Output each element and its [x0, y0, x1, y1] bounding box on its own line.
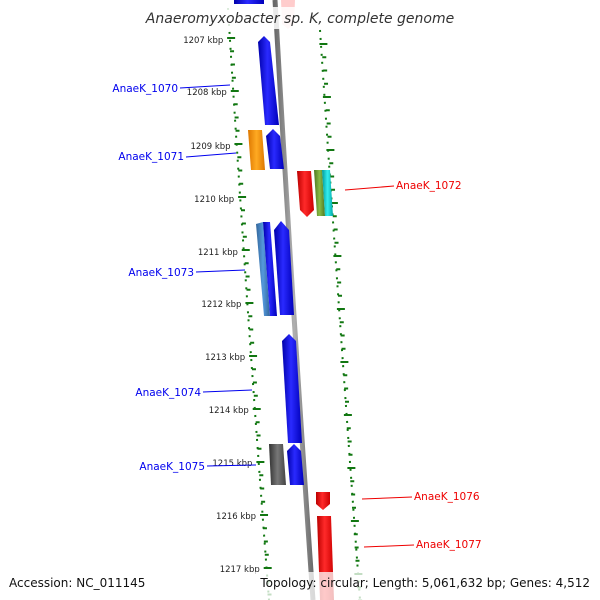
- tick-label: 1210 kbp: [194, 195, 234, 205]
- tick-label: 1214 kbp: [209, 406, 249, 416]
- gene-feature-anaek-1073-a[interactable]: [263, 222, 277, 316]
- tick-label: 1207 kbp: [183, 36, 223, 46]
- tick-label: 1213 kbp: [205, 353, 245, 363]
- gene-label-anaek-1070[interactable]: AnaeK_1070: [112, 83, 178, 95]
- gene-feature-anaek-1072-cyan[interactable]: [322, 170, 333, 216]
- gene-feature-anaek-1073-b[interactable]: [274, 221, 294, 315]
- tick-label: 1215 kbp: [212, 459, 252, 469]
- gene-feature-anaek-1071-orange[interactable]: [248, 130, 265, 170]
- tick-label: 1217 kbp: [220, 565, 260, 575]
- gene-label-leader: [195, 269, 246, 273]
- footer-backdrop: [0, 572, 600, 600]
- gene-label-leader: [363, 544, 415, 548]
- gene-feature-anaek-1075[interactable]: [287, 444, 304, 485]
- gene-label-anaek-1072[interactable]: AnaeK_1072: [396, 180, 462, 192]
- gene-label-anaek-1074[interactable]: AnaeK_1074: [135, 387, 201, 399]
- gene-feature-anaek-1074[interactable]: [282, 334, 302, 443]
- tick-labels: 1207 kbp 1208 kbp 1209 kbp 1210 kbp 1211 kbp…: [183, 36, 260, 575]
- tick-label: 1209 kbp: [191, 142, 231, 152]
- gene-label-leader: [361, 496, 413, 500]
- tick-label: 1212 kbp: [201, 300, 241, 310]
- gene-label-anaek-1073[interactable]: AnaeK_1073: [128, 267, 194, 279]
- accession-text: Accession: NC_011145: [9, 576, 145, 590]
- tick-label: 1211 kbp: [198, 248, 238, 258]
- gene-feature-anaek-1075-gray[interactable]: [269, 444, 286, 485]
- tick-label: 1216 kbp: [216, 512, 256, 522]
- minus-strand-genes: [234, 0, 304, 485]
- gene-labels: AnaeK_1070 AnaeK_1071 AnaeK_1072 AnaeK_1073…: [112, 83, 481, 551]
- gene-label-leader: [202, 389, 253, 393]
- title-backdrop: [140, 7, 460, 29]
- gene-feature-anaek-1072[interactable]: [297, 171, 314, 217]
- gene-feature-anaek-1072-olive[interactable]: [314, 170, 325, 216]
- gene-label-anaek-1076[interactable]: AnaeK_1076: [414, 491, 480, 503]
- gene-feature-anaek-1071[interactable]: [266, 129, 284, 169]
- gene-label-leader: [206, 464, 257, 467]
- gene-label-anaek-1077[interactable]: AnaeK_1077: [416, 539, 482, 551]
- map-title: Anaeromyxobacter sp. K, complete genome: [145, 11, 454, 27]
- gene-label-leader: [179, 84, 231, 89]
- tick-label: 1208 kbp: [187, 88, 227, 98]
- tick-track-right: [319, 29, 361, 600]
- gene-feature-top-left[interactable]: [234, 0, 264, 4]
- gene-label-leaders: [179, 84, 415, 548]
- gene-feature-anaek-1076[interactable]: [316, 492, 330, 510]
- gene-feature-anaek-1070[interactable]: [258, 36, 279, 125]
- gene-label-leader: [185, 152, 237, 158]
- gene-feature-anaek-1073-steel[interactable]: [256, 222, 270, 316]
- gene-label-anaek-1071[interactable]: AnaeK_1071: [118, 151, 184, 163]
- gene-label-anaek-1075[interactable]: AnaeK_1075: [139, 461, 205, 473]
- genome-summary-text: Topology: circular; Length: 5,061,632 bp…: [259, 576, 590, 590]
- gene-label-leader: [344, 185, 395, 191]
